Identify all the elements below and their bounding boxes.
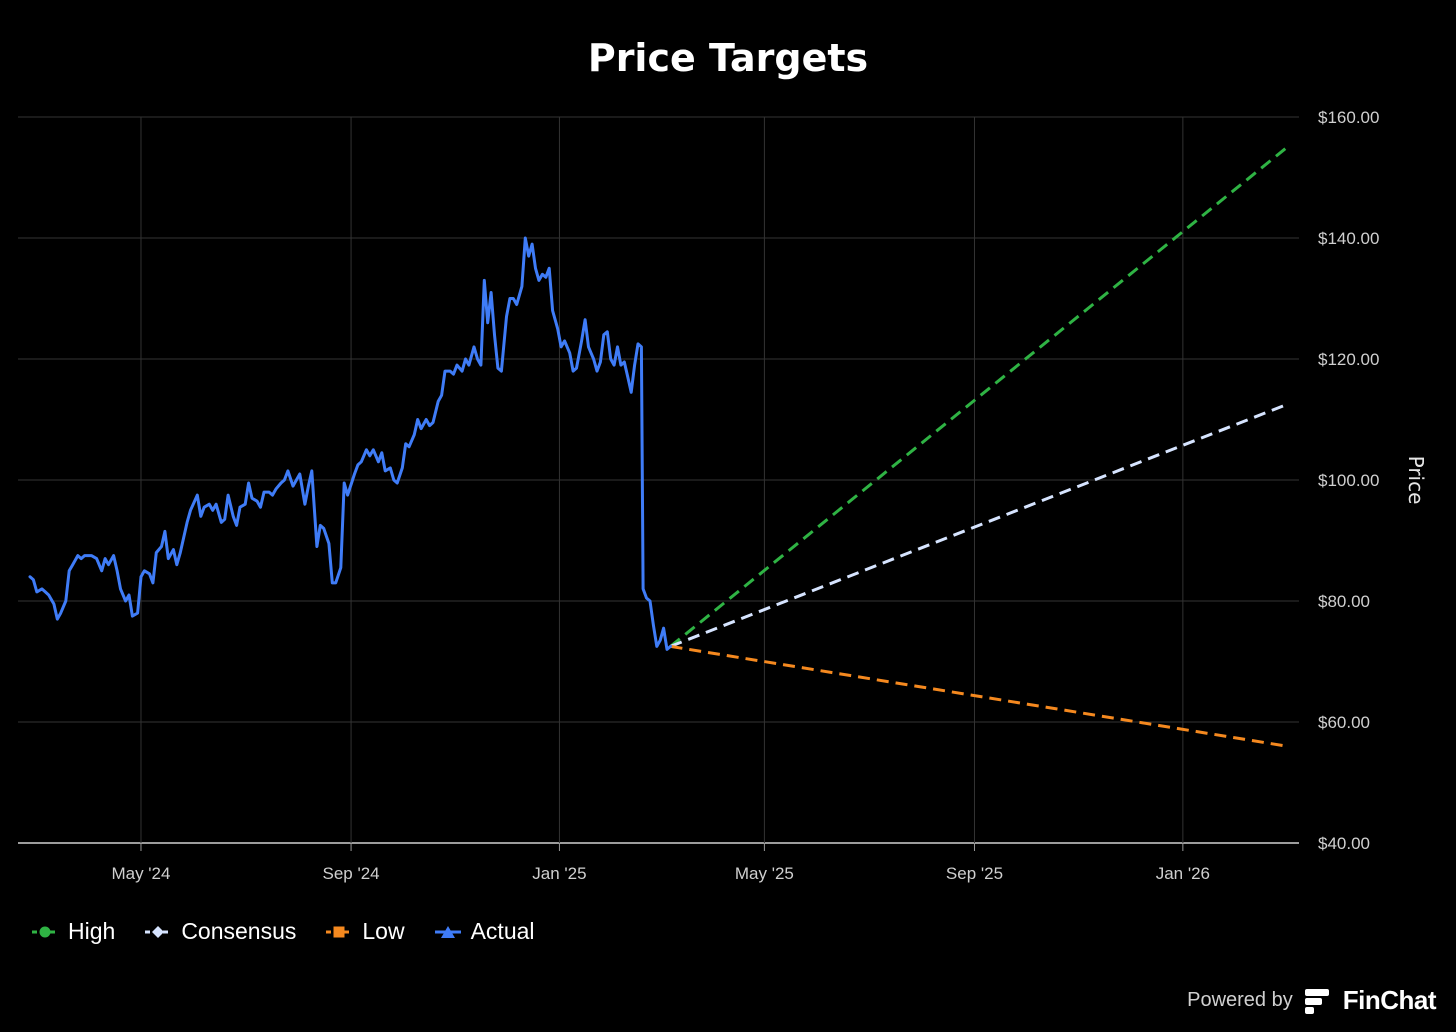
x-tick-label: Sep '25: [946, 864, 1003, 883]
y-tick-label: $140.00: [1318, 229, 1379, 248]
legend: High Consensus Low Actual: [30, 918, 535, 945]
legend-item-consensus[interactable]: Consensus: [143, 918, 296, 945]
y-axis-label: Price: [1404, 456, 1428, 505]
legend-label: High: [68, 918, 116, 944]
series-line-actual: [28, 236, 672, 651]
axis-ticks: $40.00 $60.00 $80.00 $100.00 $120.00 $140.00 $…: [111, 108, 1379, 883]
y-tick-label: $60.00: [1318, 713, 1370, 732]
y-tick-label: $40.00: [1318, 834, 1370, 853]
legend-label: Consensus: [181, 918, 297, 944]
series-layer: [28, 146, 1288, 748]
x-tick-label: Jan '25: [532, 864, 586, 883]
footer: Powered by FinChat: [1187, 985, 1436, 1016]
series-line-low: [670, 644, 1288, 748]
grid: [18, 116, 1299, 851]
triangle-marker-icon: [434, 925, 461, 938]
y-tick-label: $80.00: [1318, 592, 1370, 611]
square-marker-icon: [326, 926, 353, 937]
x-tick-label: May '25: [735, 864, 794, 883]
brand-name: FinChat: [1342, 985, 1437, 1015]
legend-item-low[interactable]: Low: [324, 918, 405, 945]
chart-title: Price Targets: [588, 36, 868, 80]
legend-label: Low: [362, 918, 405, 944]
legend-item-actual[interactable]: Actual: [433, 918, 535, 945]
x-tick-label: May '24: [111, 864, 170, 883]
x-tick-label: Jan '26: [1156, 864, 1210, 883]
price-targets-chart: Price Targets $40.00$60.00$80.00$100.00$…: [18, 36, 1428, 883]
circle-marker-icon: [32, 926, 58, 937]
finchat-logo-icon: [1304, 988, 1329, 1014]
x-tick-label: Sep '24: [322, 864, 379, 883]
y-tick-label: $100.00: [1318, 471, 1379, 490]
powered-by-text: Powered by: [1187, 989, 1293, 1011]
series-line-consensus: [669, 403, 1288, 648]
legend-label: Actual: [470, 918, 535, 944]
y-tick-label: $120.00: [1318, 350, 1379, 369]
legend-item-high[interactable]: High: [30, 918, 115, 945]
y-tick-label: $160.00: [1318, 108, 1379, 127]
diamond-marker-icon: [145, 925, 172, 938]
series-line-high: [669, 146, 1288, 648]
